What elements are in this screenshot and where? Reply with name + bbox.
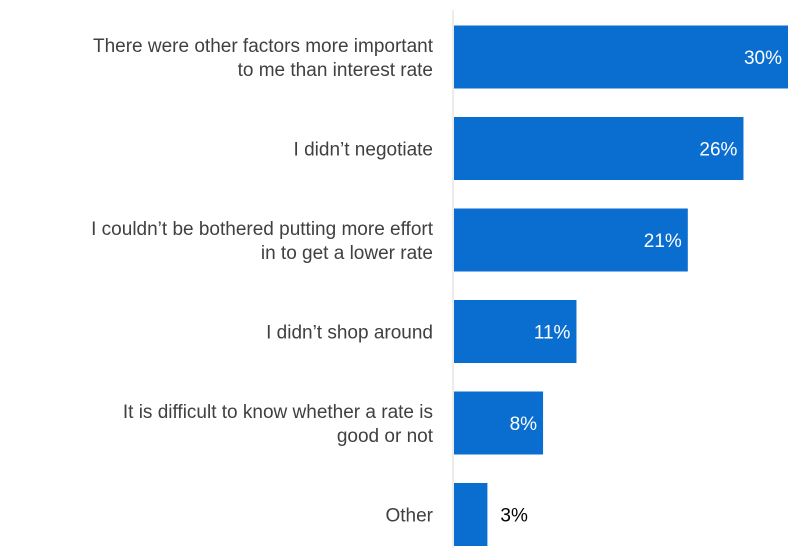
category-label-1: I didn’t negotiate — [294, 140, 433, 161]
bar-1 — [454, 117, 744, 180]
value-label-0: 30% — [744, 48, 782, 69]
category-label-2: I couldn’t be bothered putting more effo… — [91, 219, 434, 264]
value-label-4: 8% — [510, 414, 538, 435]
bar-4 — [454, 391, 544, 455]
category-label-3: I didn’t shop around — [266, 323, 433, 344]
value-label-2: 21% — [644, 231, 682, 252]
bar-5 — [454, 483, 488, 546]
value-label-3: 11% — [534, 323, 571, 344]
bar-3 — [454, 300, 577, 363]
category-label-0: There were other factors more important t… — [93, 36, 434, 81]
category-label-5: Other — [385, 506, 433, 527]
category-label-line: to me than interest rate — [238, 60, 433, 81]
category-label-line: good or not — [337, 426, 434, 447]
category-label-line: I couldn’t be bothered putting more effo… — [91, 219, 434, 240]
category-label-line: There were other factors more important — [93, 36, 434, 57]
category-label-line: in to get a lower rate — [261, 243, 433, 264]
category-label-line: I didn’t shop around — [266, 323, 433, 344]
category-label-line: Other — [385, 506, 433, 527]
category-label-4: It is difficult to know whether a rate i… — [123, 402, 434, 447]
bar-0 — [454, 25, 788, 89]
category-label-line: I didn’t negotiate — [294, 140, 433, 161]
category-label-line: It is difficult to know whether a rate i… — [123, 402, 433, 423]
value-label-5: 3% — [500, 506, 528, 527]
bar-2 — [454, 208, 688, 272]
value-label-1: 26% — [699, 140, 737, 161]
